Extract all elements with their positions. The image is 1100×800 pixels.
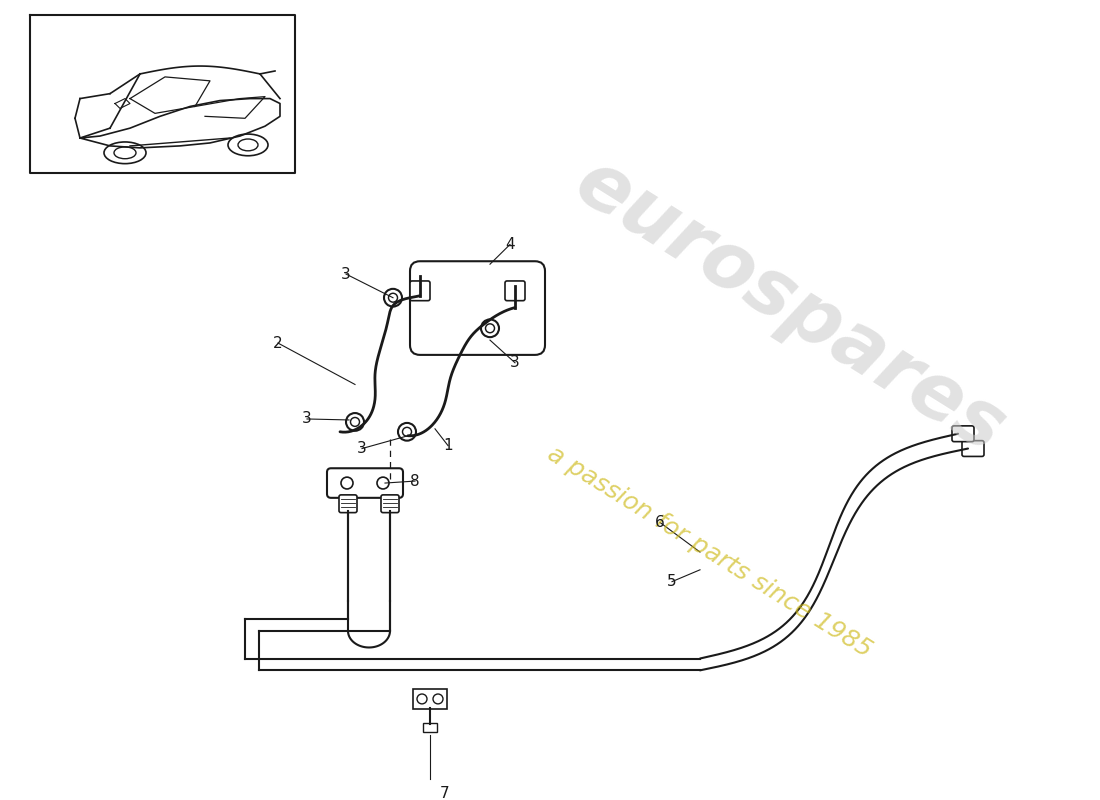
Circle shape <box>346 413 364 431</box>
Text: 3: 3 <box>510 355 520 370</box>
FancyBboxPatch shape <box>339 495 358 513</box>
Circle shape <box>384 289 402 306</box>
Text: 3: 3 <box>358 441 367 456</box>
Text: 5: 5 <box>668 574 676 589</box>
Text: 3: 3 <box>302 411 312 426</box>
Ellipse shape <box>238 139 258 151</box>
Circle shape <box>485 324 495 333</box>
Text: 4: 4 <box>505 237 515 252</box>
Circle shape <box>388 294 397 302</box>
FancyBboxPatch shape <box>962 441 984 457</box>
Text: 2: 2 <box>273 335 283 350</box>
Ellipse shape <box>104 142 146 164</box>
FancyBboxPatch shape <box>952 426 974 442</box>
Text: 8: 8 <box>410 474 420 489</box>
Text: eurospares: eurospares <box>561 143 1019 468</box>
Circle shape <box>398 423 416 441</box>
Circle shape <box>351 418 360 426</box>
FancyBboxPatch shape <box>424 722 437 733</box>
Circle shape <box>403 427 411 436</box>
Text: 3: 3 <box>341 266 351 282</box>
FancyBboxPatch shape <box>412 689 447 709</box>
Ellipse shape <box>114 147 136 158</box>
FancyBboxPatch shape <box>410 262 544 355</box>
Text: 1: 1 <box>443 438 453 453</box>
Circle shape <box>377 477 389 489</box>
Text: a passion for parts since 1985: a passion for parts since 1985 <box>543 442 877 662</box>
Ellipse shape <box>228 134 268 156</box>
Circle shape <box>417 694 427 704</box>
Text: 6: 6 <box>656 515 664 530</box>
Circle shape <box>433 694 443 704</box>
FancyBboxPatch shape <box>505 281 525 301</box>
FancyBboxPatch shape <box>327 468 403 498</box>
Circle shape <box>341 477 353 489</box>
Circle shape <box>481 319 499 337</box>
FancyBboxPatch shape <box>410 281 430 301</box>
Text: 7: 7 <box>440 786 450 800</box>
FancyBboxPatch shape <box>381 495 399 513</box>
